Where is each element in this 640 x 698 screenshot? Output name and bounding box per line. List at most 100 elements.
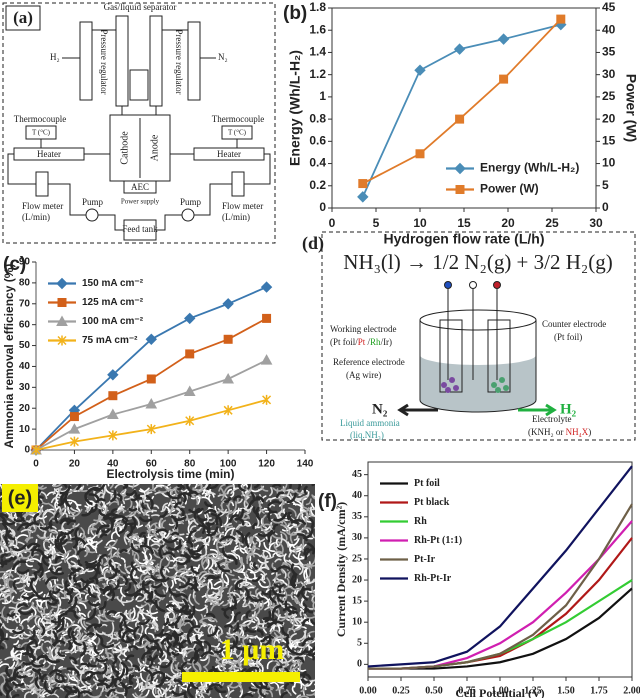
panel-label: (a) xyxy=(13,8,33,27)
y-tick-label: 1.4 xyxy=(309,45,326,59)
x-tick-label: 5 xyxy=(373,216,380,230)
series-line xyxy=(368,503,633,670)
legend-label: Pt foil xyxy=(414,478,440,489)
y-tick-label: 5 xyxy=(357,638,362,649)
label-box xyxy=(2,484,38,512)
x-tick-label: 60 xyxy=(146,459,158,470)
data-point xyxy=(262,313,272,323)
image-e: (e) 1 μm xyxy=(0,484,315,698)
equation: NH₃(l) → 1/2 N₂(g) + 3/2 H₂(g) xyxy=(343,250,612,274)
label: /Ir) xyxy=(381,337,393,347)
y-tick-label: 70 xyxy=(19,298,31,309)
legend-label: 100 mA cm⁻² xyxy=(82,316,144,327)
data-point xyxy=(145,398,158,409)
data-point xyxy=(146,374,156,384)
y-axis-label: Energy (Wh/L-H₂) xyxy=(287,50,303,166)
y-tick-label: 0.8 xyxy=(309,111,326,125)
label: N₂ xyxy=(372,401,388,417)
panel-label: (c) xyxy=(3,254,26,275)
x-tick-label: 25 xyxy=(545,216,559,230)
y-axis-label: Ammonia removal efficiency (%) xyxy=(2,264,16,449)
arrow xyxy=(518,403,557,417)
x-tick-label: 80 xyxy=(184,459,196,470)
pipe xyxy=(7,139,271,231)
legend-label: 75 mA cm⁻² xyxy=(82,335,138,346)
data-point xyxy=(499,74,509,84)
x-tick-label: 0.75 xyxy=(458,685,476,696)
legend-label: 125 mA cm⁻² xyxy=(82,297,144,308)
label: Electrolyte xyxy=(532,414,571,424)
x-axis-label: Cell Potential (V) xyxy=(455,686,544,698)
y-tick-label: 1.6 xyxy=(309,22,326,36)
x-tick-label: 120 xyxy=(258,459,275,470)
x-tick-label: 2.00 xyxy=(623,685,640,696)
data-point xyxy=(69,412,79,422)
panel-frame xyxy=(2,2,276,244)
data-point xyxy=(223,405,233,416)
label: Heater xyxy=(37,149,61,159)
series-line xyxy=(362,18,562,185)
y2-tick-label: 5 xyxy=(602,178,609,192)
y-tick-label: 1 xyxy=(319,89,326,103)
x-tick-label: 0 xyxy=(33,459,39,470)
label: Gas/liquid separator xyxy=(104,2,177,12)
legend-label: 150 mA cm⁻² xyxy=(82,278,144,289)
label: (L/min) xyxy=(222,212,250,222)
label: Pump xyxy=(180,197,202,207)
label: H₂ xyxy=(50,52,60,62)
legend-label: Rh-Pt-Ir xyxy=(414,573,452,584)
label: (Pt foil/ xyxy=(330,337,358,347)
y-tick-label: 30 xyxy=(352,532,362,543)
y2-axis-label: Power (W) xyxy=(623,74,639,142)
y-tick-label: 0 xyxy=(24,445,30,456)
y-tick-label: 90 xyxy=(19,257,31,268)
label: Feed tank xyxy=(122,224,158,234)
arrow xyxy=(397,403,438,417)
regulator xyxy=(187,21,201,101)
diagram-a: (a) Gas/liquid separator H₂ N₂ Pressure … xyxy=(2,2,276,244)
flow-meter xyxy=(35,171,49,197)
label: (KNH₂ or NH₄X) xyxy=(528,427,591,437)
y-tick-label: 10 xyxy=(19,424,31,435)
terminal xyxy=(444,281,452,289)
x-tick-label: 1.00 xyxy=(491,685,509,696)
label: Anode xyxy=(149,134,160,161)
legend-label: Energy (Wh/L-H₂) xyxy=(480,161,579,175)
x-tick-label: 30 xyxy=(589,216,603,230)
x-tick-label: 1.75 xyxy=(590,685,608,696)
x-axis-label: Hydrogen flow rate (L/h) xyxy=(384,231,545,247)
y-tick-label: 30 xyxy=(19,382,31,393)
legend-marker xyxy=(56,315,68,326)
label: (Pt foil) xyxy=(554,332,582,342)
label: Counter electrode xyxy=(542,319,606,329)
data-point xyxy=(223,334,233,344)
y-tick-label: 40 xyxy=(19,361,31,372)
data-point xyxy=(184,312,196,325)
line-chart: 0 20 40 60 80 100 120 140 0 10 20 30 40 50 60 70 80 90 Ele… xyxy=(2,254,314,481)
label: AEC xyxy=(131,182,149,192)
label: Power supply xyxy=(121,198,160,206)
y-tick-label: 40 xyxy=(352,490,362,501)
y-tick-label: 10 xyxy=(352,616,362,627)
label: Pt xyxy=(358,337,366,347)
label: Flow meter xyxy=(22,201,63,211)
label: T (°C) xyxy=(228,129,247,137)
x-tick-label: 0.25 xyxy=(392,685,410,696)
legend-marker xyxy=(56,277,68,290)
beaker-rim xyxy=(419,309,537,331)
data-point xyxy=(107,369,119,381)
y2-tick-label: 20 xyxy=(602,111,616,125)
x-tick-label: 0.50 xyxy=(425,685,443,696)
panel-label: (b) xyxy=(283,3,307,24)
y-tick-label: 0.6 xyxy=(309,134,326,148)
label: N₂ xyxy=(218,52,228,62)
x-tick-label: 20 xyxy=(501,216,515,230)
label: Working electrode xyxy=(330,324,397,334)
line-chart: 0.00 0.25 0.50 0.75 1.00 1.25 1.50 1.75 2.00 0 5 10… xyxy=(318,461,640,698)
data-point xyxy=(222,372,234,384)
pump xyxy=(181,208,195,222)
aec-box xyxy=(123,180,157,194)
label: Pressure regulator xyxy=(99,29,109,94)
x-tick-label: 140 xyxy=(297,459,314,470)
